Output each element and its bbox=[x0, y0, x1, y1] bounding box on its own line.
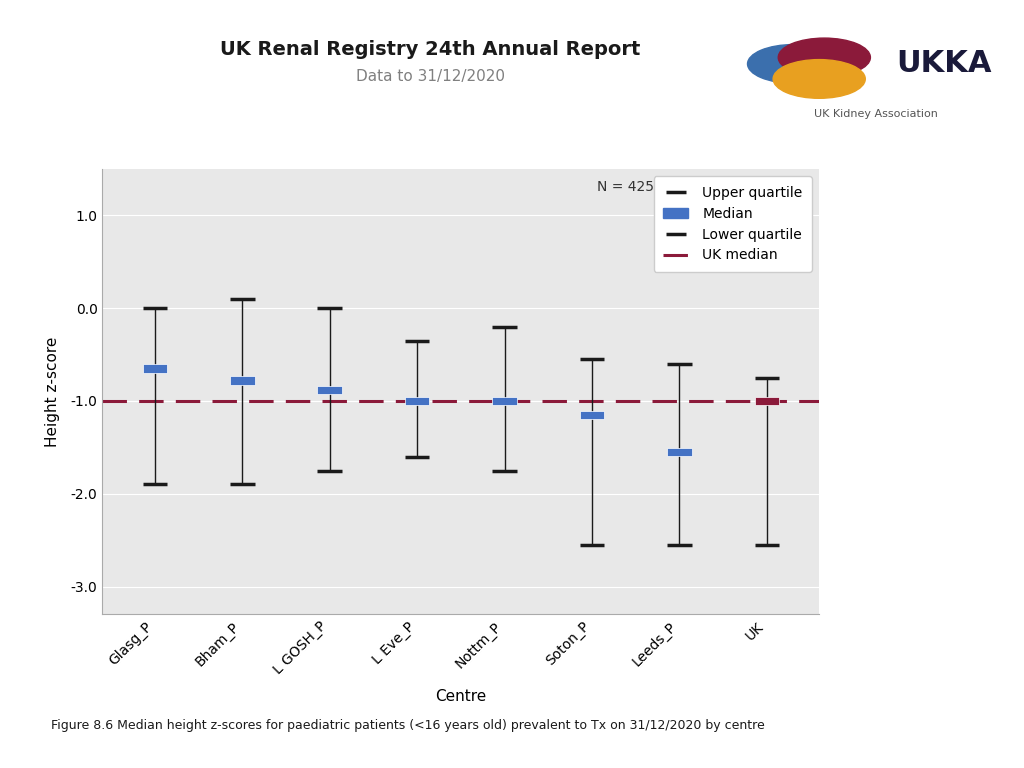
FancyBboxPatch shape bbox=[230, 376, 255, 385]
FancyBboxPatch shape bbox=[493, 397, 517, 406]
FancyBboxPatch shape bbox=[667, 448, 691, 456]
Circle shape bbox=[773, 60, 865, 98]
FancyBboxPatch shape bbox=[755, 397, 779, 406]
Circle shape bbox=[778, 38, 870, 77]
Y-axis label: Height z-score: Height z-score bbox=[45, 336, 59, 447]
Legend: Upper quartile, Median, Lower quartile, UK median: Upper quartile, Median, Lower quartile, … bbox=[653, 176, 812, 272]
FancyBboxPatch shape bbox=[580, 411, 604, 419]
Text: Data to 31/12/2020: Data to 31/12/2020 bbox=[355, 69, 505, 84]
Text: N = 425: N = 425 bbox=[597, 180, 654, 194]
FancyBboxPatch shape bbox=[142, 364, 167, 372]
Text: UK Renal Registry 24th Annual Report: UK Renal Registry 24th Annual Report bbox=[220, 41, 640, 59]
Text: UK Kidney Association: UK Kidney Association bbox=[814, 109, 937, 120]
X-axis label: Centre: Centre bbox=[435, 689, 486, 703]
Text: UKKA: UKKA bbox=[896, 49, 991, 78]
FancyBboxPatch shape bbox=[404, 397, 429, 406]
Circle shape bbox=[748, 45, 840, 83]
FancyBboxPatch shape bbox=[317, 386, 342, 394]
Text: Figure 8.6 Median height z-scores for paediatric patients (<16 years old) preval: Figure 8.6 Median height z-scores for pa… bbox=[51, 720, 765, 732]
